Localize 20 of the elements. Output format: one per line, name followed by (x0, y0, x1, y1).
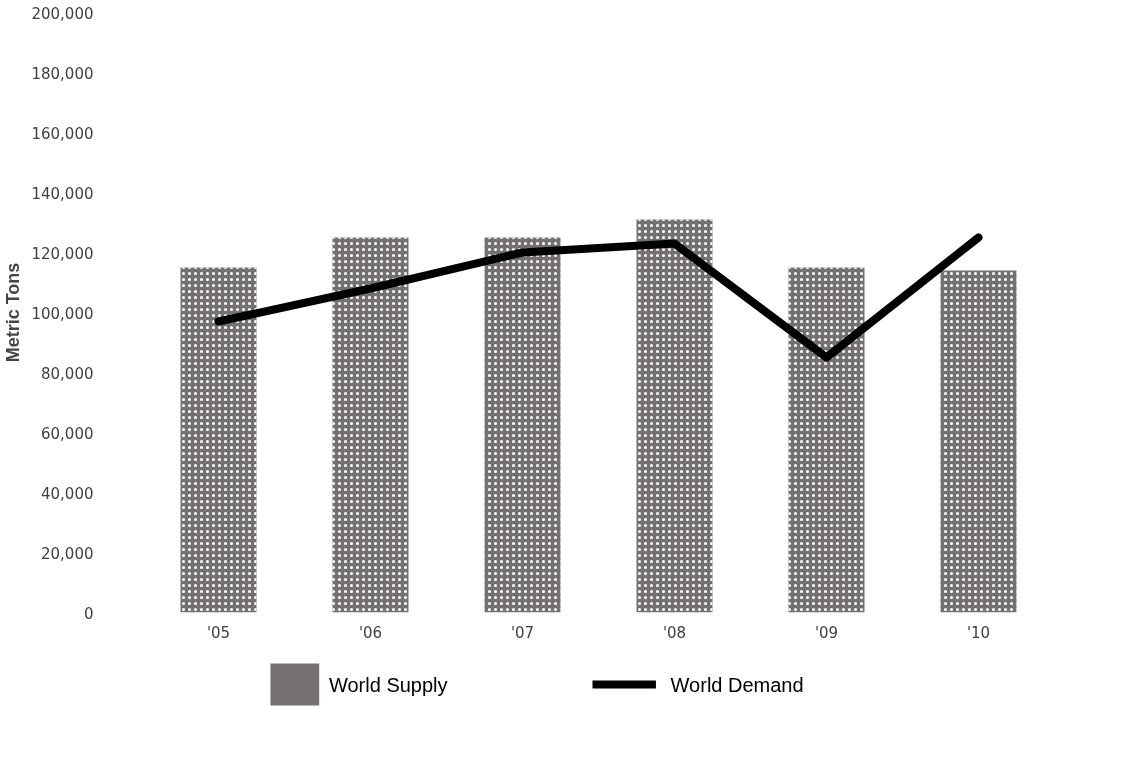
y-axis-title: Metric Tons (3, 262, 24, 363)
y-tick-label: 200,000 (31, 4, 94, 23)
x-tick-label: '08 (662, 623, 687, 642)
y-tick-label: 160,000 (31, 124, 94, 143)
x-tick-label: '09 (814, 623, 839, 642)
y-tick-label: 20,000 (41, 544, 94, 563)
y-tick-label: 100,000 (31, 304, 94, 323)
legend-label: World Supply (328, 673, 448, 696)
x-tick-label: '06 (358, 623, 383, 642)
y-tick-label: 60,000 (41, 424, 94, 443)
x-tick-label: '10 (966, 623, 991, 642)
legend-label: World Demand (670, 673, 804, 696)
y-tick-label: 0 (83, 604, 94, 623)
x-tick-label: '05 (206, 623, 231, 642)
y-tick-label: 40,000 (41, 484, 94, 503)
y-tick-label: 80,000 (41, 364, 94, 383)
y-tick-label: 180,000 (31, 64, 94, 83)
x-tick-label: '07 (510, 623, 535, 642)
y-tick-label: 140,000 (31, 184, 94, 203)
y-tick-label: 120,000 (31, 244, 94, 263)
